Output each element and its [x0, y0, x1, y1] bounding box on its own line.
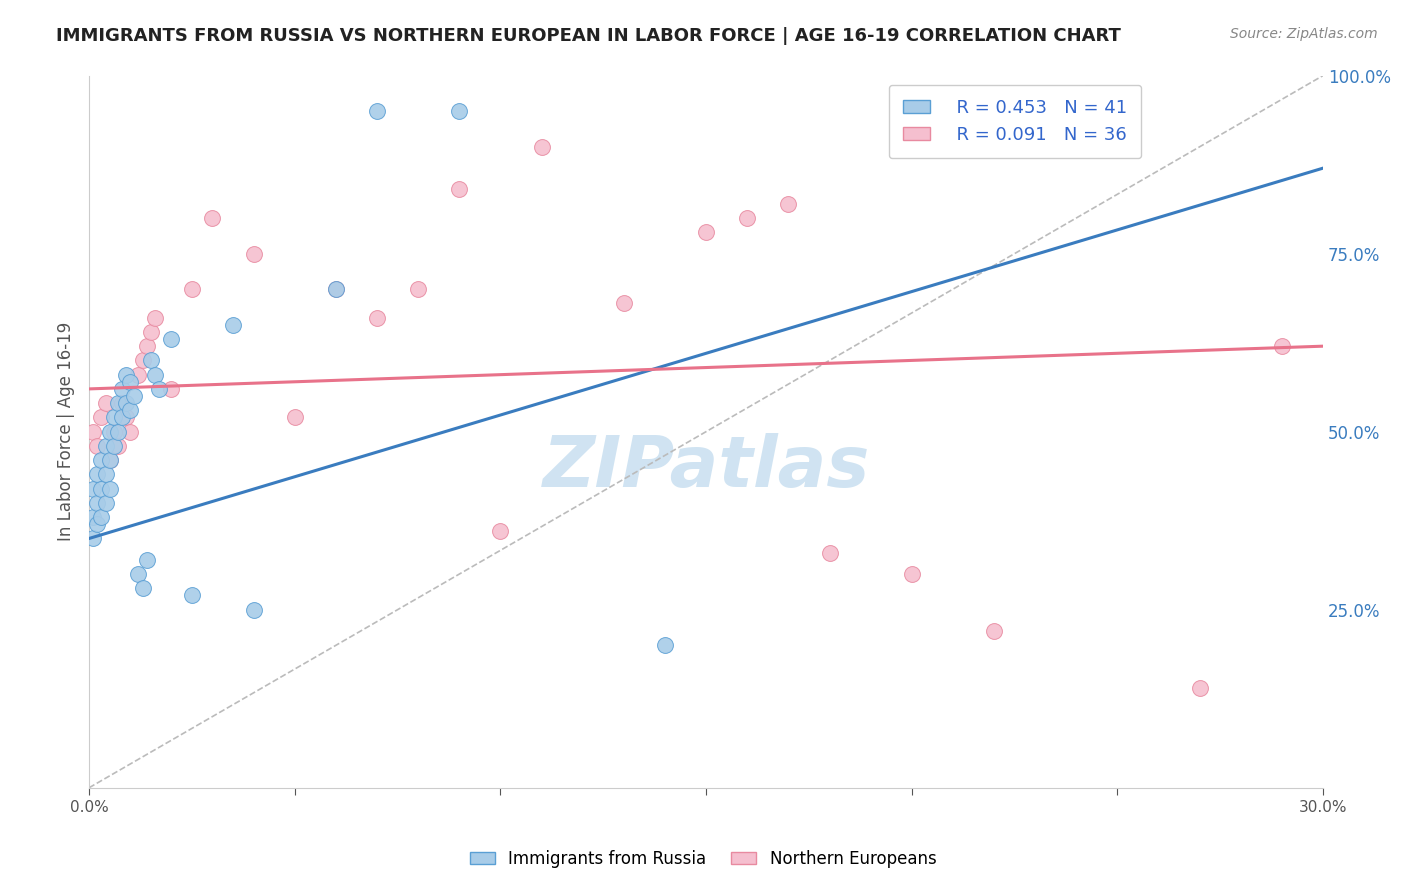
Legend: Immigrants from Russia, Northern Europeans: Immigrants from Russia, Northern Europea…: [463, 844, 943, 875]
Point: [489, 524, 512, 539]
Point: [86, 517, 108, 532]
Point: [818, 546, 841, 560]
Point: [115, 368, 138, 382]
Point: [115, 410, 138, 425]
Point: [94, 467, 117, 482]
Point: [139, 353, 162, 368]
Point: [148, 382, 170, 396]
Point: [1271, 339, 1294, 353]
Point: [900, 567, 922, 582]
Point: [325, 282, 347, 296]
Point: [115, 396, 138, 410]
Point: [86, 496, 108, 510]
Point: [98, 453, 121, 467]
Point: [82, 482, 104, 496]
Point: [406, 282, 429, 296]
Point: [111, 382, 134, 396]
Point: [735, 211, 758, 225]
Point: [654, 638, 676, 652]
Point: [82, 510, 104, 524]
Point: [127, 368, 149, 382]
Point: [284, 410, 307, 425]
Point: [124, 389, 146, 403]
Point: [222, 318, 245, 332]
Point: [98, 482, 121, 496]
Point: [90, 410, 112, 425]
Point: [135, 553, 157, 567]
Point: [131, 353, 153, 368]
Point: [366, 310, 388, 325]
Point: [90, 453, 112, 467]
Y-axis label: In Labor Force | Age 16-19: In Labor Force | Age 16-19: [58, 322, 75, 541]
Point: [942, 104, 965, 119]
Point: [120, 425, 142, 439]
Point: [1107, 126, 1129, 140]
Point: [111, 410, 134, 425]
Point: [94, 439, 117, 453]
Point: [103, 425, 125, 439]
Point: [778, 196, 800, 211]
Point: [160, 332, 183, 346]
Point: [613, 296, 636, 310]
Point: [86, 439, 108, 453]
Point: [366, 104, 388, 119]
Point: [139, 325, 162, 339]
Point: [98, 453, 121, 467]
Point: [201, 211, 224, 225]
Point: [325, 282, 347, 296]
Point: [131, 582, 153, 596]
Point: [143, 368, 166, 382]
Point: [449, 182, 471, 196]
Point: [90, 510, 112, 524]
Point: [103, 410, 125, 425]
Point: [94, 496, 117, 510]
Point: [120, 375, 142, 389]
Text: ZIPatlas: ZIPatlas: [543, 433, 870, 501]
Text: IMMIGRANTS FROM RUSSIA VS NORTHERN EUROPEAN IN LABOR FORCE | AGE 16-19 CORRELATI: IMMIGRANTS FROM RUSSIA VS NORTHERN EUROP…: [56, 27, 1121, 45]
Point: [120, 403, 142, 417]
Point: [103, 439, 125, 453]
Point: [242, 246, 264, 260]
Point: [449, 104, 471, 119]
Point: [107, 425, 129, 439]
Point: [160, 382, 183, 396]
Point: [143, 310, 166, 325]
Point: [82, 532, 104, 546]
Point: [983, 624, 1005, 638]
Point: [1188, 681, 1211, 695]
Point: [135, 339, 157, 353]
Text: Source: ZipAtlas.com: Source: ZipAtlas.com: [1230, 27, 1378, 41]
Point: [180, 589, 202, 603]
Point: [695, 225, 717, 239]
Point: [127, 567, 149, 582]
Point: [530, 140, 553, 154]
Legend:   R = 0.453   N = 41,   R = 0.091   N = 36: R = 0.453 N = 41, R = 0.091 N = 36: [889, 85, 1142, 159]
Point: [94, 396, 117, 410]
Point: [90, 482, 112, 496]
Point: [242, 603, 264, 617]
Point: [86, 467, 108, 482]
Point: [180, 282, 202, 296]
Point: [107, 396, 129, 410]
Point: [107, 439, 129, 453]
Point: [98, 425, 121, 439]
Point: [111, 396, 134, 410]
Point: [82, 425, 104, 439]
